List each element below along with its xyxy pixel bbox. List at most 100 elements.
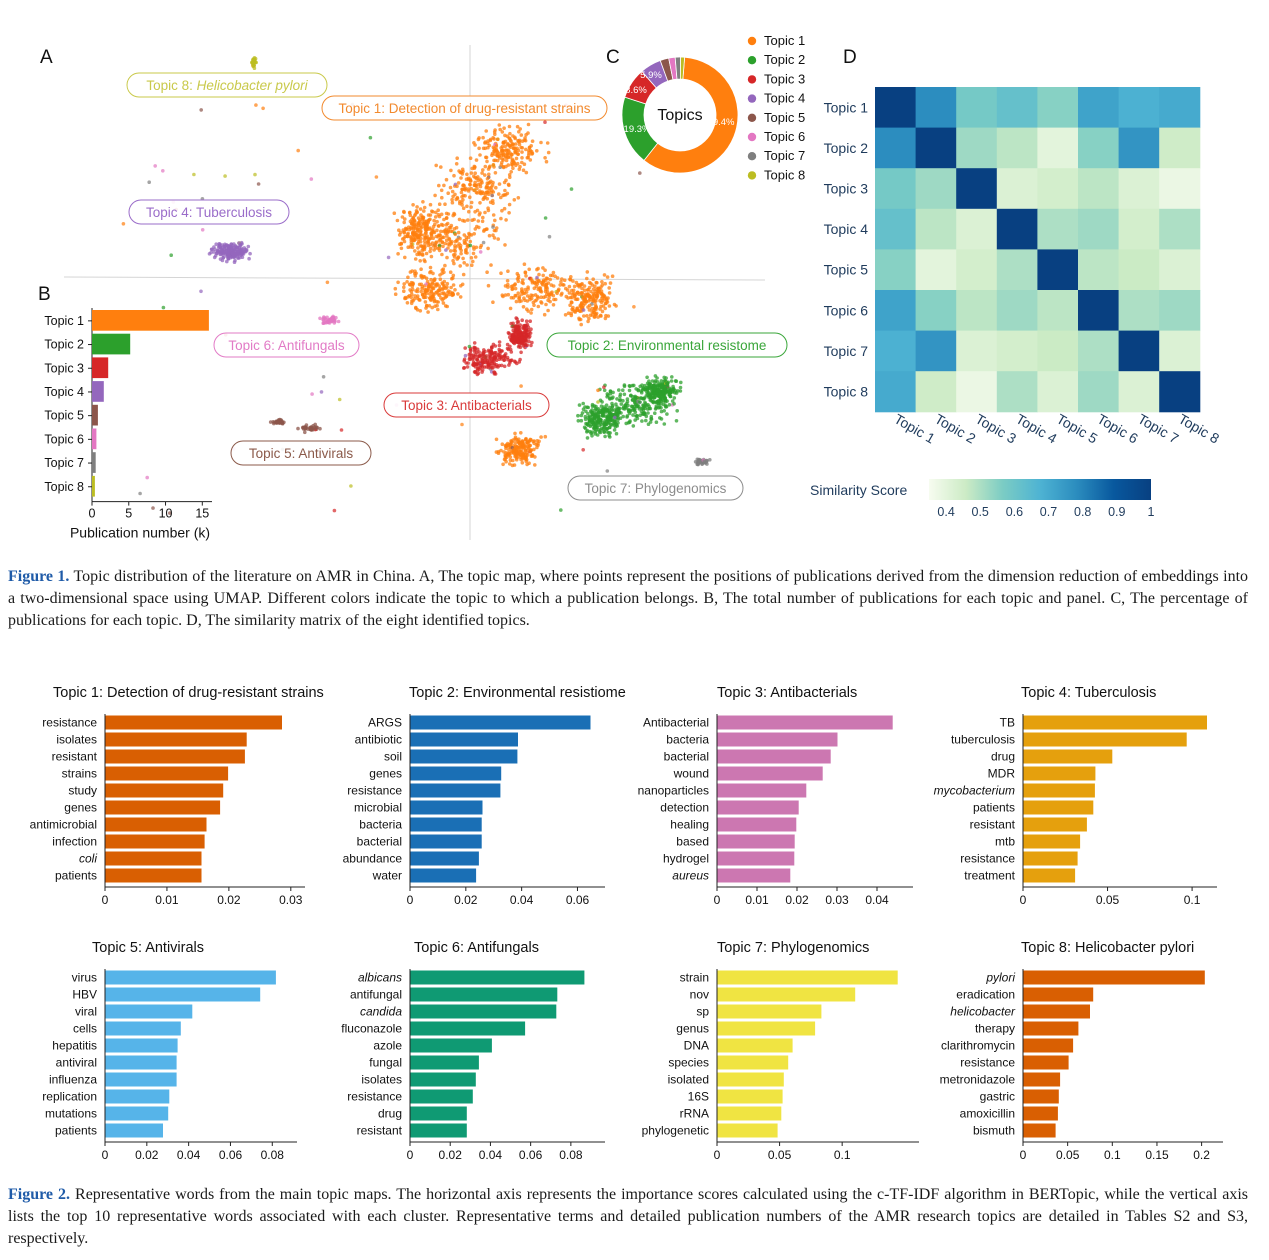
umap-point <box>521 168 526 172</box>
umap-point <box>441 223 445 227</box>
chart-x-tick-label: 0.06 <box>566 893 590 907</box>
umap-point <box>392 211 397 215</box>
umap-point <box>618 416 623 421</box>
umap-point <box>419 289 424 294</box>
word-bar <box>1023 766 1096 781</box>
umap-point <box>433 243 438 248</box>
umap-point <box>476 219 481 223</box>
umap-point <box>512 161 517 165</box>
word-bar <box>1023 868 1076 883</box>
umap-point <box>594 417 599 422</box>
umap-point <box>590 412 595 417</box>
umap-point <box>302 427 306 431</box>
bar-x-axis-label: Publication number (k) <box>70 525 210 541</box>
bar-x-tick-label: 5 <box>125 507 132 521</box>
donut-percent-label: 59.4% <box>708 117 735 128</box>
umap-point <box>428 265 433 270</box>
word-label: resistance <box>960 1056 1015 1070</box>
legend-marker-topic-6 <box>747 132 757 142</box>
heatmap-cell <box>1118 330 1160 372</box>
umap-point <box>650 379 655 383</box>
umap-point <box>484 185 489 189</box>
umap-point <box>493 218 497 223</box>
umap-point <box>544 302 548 307</box>
umap-point <box>435 300 439 304</box>
umap-point <box>564 294 569 299</box>
heatmap-cell <box>1118 87 1160 129</box>
chart-x-tick-label: 0 <box>102 1148 109 1162</box>
umap-point <box>504 164 508 169</box>
umap-point <box>494 363 499 367</box>
umap-point <box>419 273 424 278</box>
word-label: antifungal <box>350 988 402 1002</box>
heatmap-row-label: Topic 7 <box>824 343 869 359</box>
umap-point <box>411 203 415 207</box>
umap-point <box>399 246 404 251</box>
bar-topic-6 <box>92 428 97 450</box>
umap-point <box>497 347 502 352</box>
heatmap-cell <box>1159 330 1201 372</box>
umap-point <box>512 198 517 202</box>
umap-point <box>474 184 478 188</box>
umap-point <box>458 264 463 268</box>
umap-point <box>595 433 600 437</box>
umap-point <box>458 295 463 299</box>
umap-point <box>504 446 508 451</box>
umap-point <box>253 172 257 177</box>
umap-point <box>606 421 611 426</box>
heatmap-cell <box>1078 208 1120 250</box>
umap-point <box>261 106 265 111</box>
umap-point <box>524 437 528 442</box>
umap-point <box>438 277 443 281</box>
umap-point <box>467 344 472 349</box>
umap-point <box>536 304 541 309</box>
umap-point <box>461 256 465 261</box>
umap-point <box>619 402 624 406</box>
umap-point <box>536 266 540 271</box>
word-label: mtb <box>995 835 1015 849</box>
umap-point <box>406 275 410 280</box>
umap-point <box>417 282 422 287</box>
umap-label-text: Topic 2: Environmental resistome <box>568 338 767 353</box>
umap-point <box>464 248 468 252</box>
legend-marker-topic-2 <box>747 56 757 65</box>
umap-point <box>437 202 442 206</box>
word-label: antimicrobial <box>30 818 97 832</box>
umap-point <box>409 225 413 230</box>
umap-point <box>632 400 637 405</box>
umap-point <box>471 251 476 256</box>
word-bar-chart-6: Topic 6: Antifungals albicans antifungal ca… <box>341 940 605 1162</box>
umap-point <box>634 404 639 409</box>
figure-2-caption-text: Representative words from the main topic… <box>8 1186 1249 1247</box>
umap-point <box>460 203 464 207</box>
umap-label-box <box>213 332 360 358</box>
umap-point <box>558 283 562 287</box>
umap-point <box>321 375 326 379</box>
umap-point <box>472 346 477 350</box>
umap-point <box>527 461 531 466</box>
umap-point <box>475 350 479 355</box>
umap-label-box <box>383 392 550 418</box>
umap-point <box>600 280 604 284</box>
umap-point <box>501 462 505 467</box>
umap-point <box>494 358 499 363</box>
umap-point <box>515 124 520 129</box>
word-label: genes <box>369 767 402 781</box>
word-label: clarithromycin <box>941 1039 1015 1053</box>
umap-point <box>478 177 482 182</box>
umap-point <box>435 219 439 224</box>
umap-point <box>412 232 417 236</box>
umap-point <box>483 173 487 177</box>
umap-point <box>497 343 502 348</box>
heatmap-cell <box>915 290 957 332</box>
umap-point <box>422 245 427 250</box>
umap-point <box>499 357 504 361</box>
umap-point <box>397 233 402 237</box>
legend-label-topic-5: Topic 5 <box>764 110 805 125</box>
umap-point <box>570 300 574 305</box>
word-label: resistance <box>42 716 97 730</box>
umap-point <box>520 439 525 443</box>
umap-point <box>453 192 457 197</box>
umap-point <box>598 430 603 435</box>
